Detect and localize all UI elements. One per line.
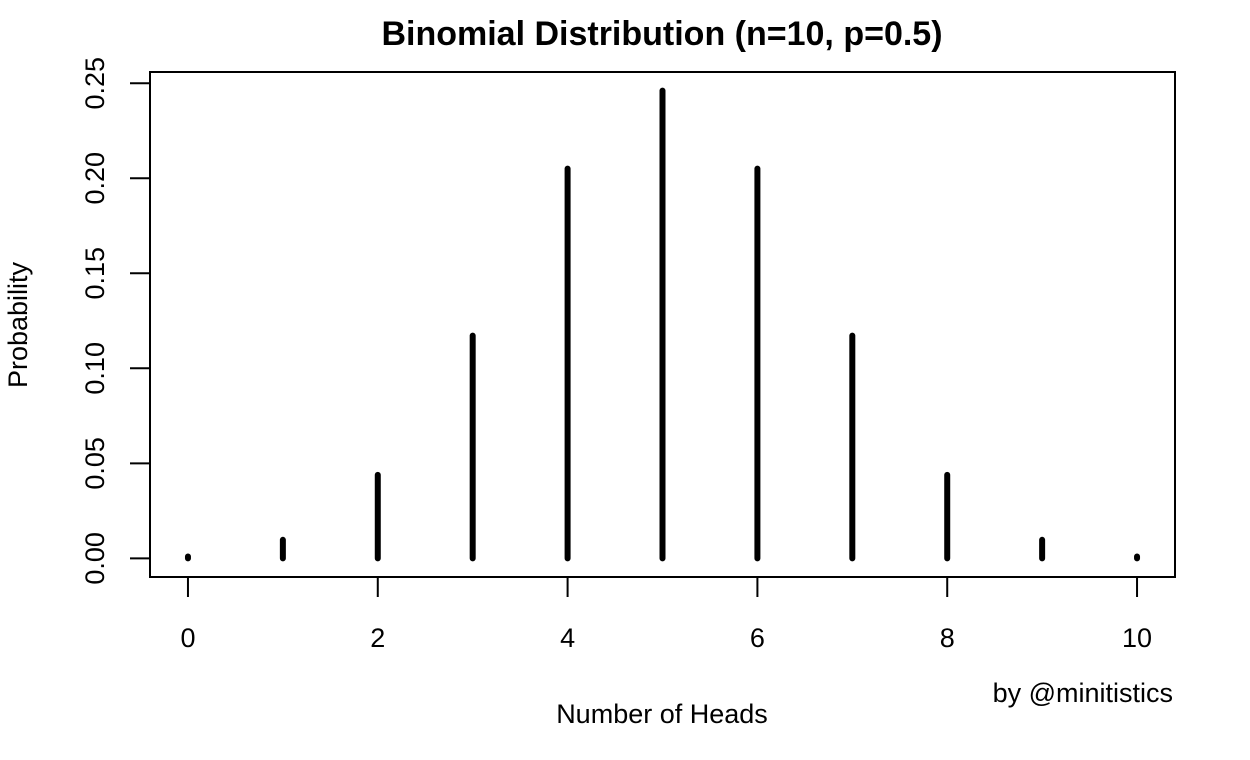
y-tick-label: 0.10 [80, 342, 110, 395]
y-tick-label: 0.20 [80, 152, 110, 205]
x-tick-label: 0 [180, 623, 195, 653]
y-axis-label: Probability [3, 261, 33, 388]
x-axis: 0 2 4 6 8 10 [180, 576, 1152, 653]
bars-group [184, 87, 1141, 562]
x-tick-label: 10 [1122, 623, 1152, 653]
y-tick-label: 0.15 [80, 247, 110, 300]
credit-text: by @minitistics [993, 678, 1173, 708]
chart-title: Binomial Distribution (n=10, p=0.5) [381, 15, 942, 53]
x-axis-label: Number of Heads [556, 699, 768, 729]
y-axis: 0.00 0.05 0.10 0.15 0.20 0.25 [80, 57, 151, 585]
x-tick-label: 6 [750, 623, 765, 653]
x-tick-label: 4 [560, 623, 575, 653]
x-tick-label: 2 [370, 623, 385, 653]
y-tick-label: 0.25 [80, 57, 110, 110]
y-tick-label: 0.05 [80, 437, 110, 490]
y-tick-label: 0.00 [80, 532, 110, 585]
x-tick-label: 8 [940, 623, 955, 653]
